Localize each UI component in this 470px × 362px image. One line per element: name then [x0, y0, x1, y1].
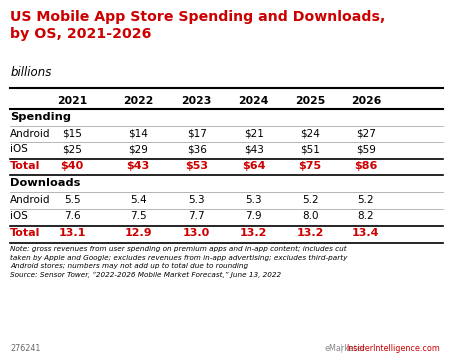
Text: $51: $51: [300, 144, 320, 154]
Text: 12.9: 12.9: [125, 228, 152, 238]
Text: $21: $21: [243, 129, 264, 139]
Text: 13.4: 13.4: [352, 228, 380, 238]
Text: Android: Android: [10, 129, 51, 139]
Text: 5.3: 5.3: [188, 195, 205, 205]
Text: $40: $40: [61, 161, 84, 171]
Text: 7.6: 7.6: [64, 211, 81, 221]
Text: 5.3: 5.3: [245, 195, 262, 205]
Text: $75: $75: [298, 161, 322, 171]
Text: $14: $14: [128, 129, 148, 139]
Text: 5.2: 5.2: [302, 195, 319, 205]
Text: 13.2: 13.2: [297, 228, 324, 238]
Text: $36: $36: [187, 144, 206, 154]
Text: $43: $43: [243, 144, 264, 154]
Text: iOS: iOS: [10, 211, 28, 221]
Text: 276241: 276241: [10, 344, 41, 353]
Text: 7.9: 7.9: [245, 211, 262, 221]
Text: 5.4: 5.4: [130, 195, 147, 205]
Text: $59: $59: [356, 144, 376, 154]
Text: $27: $27: [356, 129, 376, 139]
Text: 2026: 2026: [351, 96, 381, 105]
Text: Downloads: Downloads: [10, 178, 81, 188]
Text: 5.5: 5.5: [64, 195, 81, 205]
Text: eMarketer: eMarketer: [324, 344, 366, 353]
Text: Total: Total: [10, 228, 41, 238]
Text: 13.0: 13.0: [183, 228, 210, 238]
Text: Spending: Spending: [10, 112, 71, 122]
Text: $24: $24: [300, 129, 320, 139]
Text: 13.1: 13.1: [59, 228, 86, 238]
Text: 2022: 2022: [123, 96, 154, 105]
Text: $15: $15: [63, 129, 82, 139]
Text: 2025: 2025: [295, 96, 325, 105]
Text: iOS: iOS: [10, 144, 28, 154]
Text: 7.5: 7.5: [130, 211, 147, 221]
Text: $86: $86: [354, 161, 377, 171]
Text: Total: Total: [10, 161, 41, 171]
Text: 8.0: 8.0: [302, 211, 318, 221]
Text: $17: $17: [187, 129, 206, 139]
Text: $29: $29: [128, 144, 148, 154]
Text: 2024: 2024: [238, 96, 269, 105]
Text: billions: billions: [10, 66, 52, 79]
Text: 13.2: 13.2: [240, 228, 267, 238]
Text: $43: $43: [126, 161, 150, 171]
Text: 2023: 2023: [181, 96, 212, 105]
Text: US Mobile App Store Spending and Downloads,
by OS, 2021-2026: US Mobile App Store Spending and Downloa…: [10, 10, 386, 41]
Text: $25: $25: [63, 144, 82, 154]
Text: InsiderIntelligence.com: InsiderIntelligence.com: [346, 344, 440, 353]
Text: 8.2: 8.2: [358, 211, 374, 221]
Text: 5.2: 5.2: [358, 195, 374, 205]
Text: |: |: [340, 344, 343, 353]
Text: Note: gross revenues from user spending on premium apps and in-app content; incl: Note: gross revenues from user spending …: [10, 247, 348, 278]
Text: Android: Android: [10, 195, 51, 205]
Text: $53: $53: [185, 161, 208, 171]
Text: $64: $64: [242, 161, 266, 171]
Text: 7.7: 7.7: [188, 211, 205, 221]
Text: 2021: 2021: [57, 96, 87, 105]
